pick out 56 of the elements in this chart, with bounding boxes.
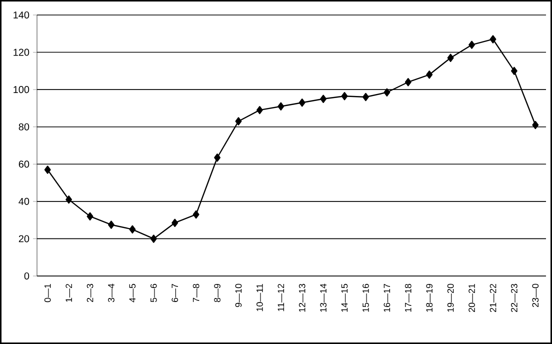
point (256, 106, 263, 114)
point (150, 234, 157, 243)
x-tick-label: 15—16 (362, 284, 369, 312)
y-tick-label: 140 (14, 11, 30, 19)
x-tick-label: 10—11 (256, 284, 263, 312)
point (426, 70, 433, 79)
x-tick-label: 18—19 (426, 284, 433, 312)
point (214, 154, 220, 162)
x-tick-label: 6—7 (172, 284, 178, 302)
point (447, 54, 454, 62)
x-tick-label: 21—22 (490, 284, 496, 312)
x-tick-label: 12—13 (298, 284, 306, 312)
point (192, 210, 200, 219)
y-tick-label: 20 (18, 235, 30, 242)
point (510, 66, 518, 76)
x-tick-label: 5—6 (150, 284, 157, 302)
x-tick-label: 0—1 (44, 284, 51, 302)
x-tick-label: 11—12 (278, 284, 284, 312)
point (490, 35, 496, 44)
x-tick-label: 3—4 (108, 284, 114, 302)
point (320, 94, 327, 103)
x-tick-label: 22—23 (511, 284, 518, 312)
y-tick-label: 80 (18, 123, 30, 130)
point (86, 212, 94, 220)
x-tick-label: 14—15 (341, 284, 348, 312)
point (298, 98, 306, 107)
x-tick-label: 17—18 (404, 284, 412, 312)
x-tick-label: 4—5 (129, 284, 136, 302)
point (108, 220, 114, 229)
point (235, 117, 242, 126)
x-tick-label: 1—2 (66, 284, 72, 302)
y-tick-label: 120 (14, 48, 30, 56)
point (532, 120, 539, 130)
y-tick-label: 60 (18, 160, 30, 168)
x-tick-label: 16—17 (384, 284, 390, 312)
y-tick-label: 100 (14, 86, 30, 94)
x-tick-label: 19—20 (447, 284, 454, 312)
x-tick-label: 20—21 (468, 284, 475, 312)
point (384, 88, 390, 96)
point (129, 225, 136, 234)
x-tick-label: 9—10 (235, 284, 242, 308)
point (341, 92, 348, 100)
y-tick-label: 40 (18, 198, 30, 205)
y-tick-label: 0 (24, 272, 30, 280)
point (172, 218, 178, 227)
x-tick-label: 8—9 (214, 284, 220, 302)
x-tick-label: 2—3 (86, 284, 94, 302)
x-tick-label: 7—8 (192, 284, 200, 302)
point (44, 166, 51, 174)
point (362, 92, 369, 102)
x-tick-label: 23—0 (532, 284, 539, 307)
point (404, 78, 412, 86)
x-tick-label: 13—14 (320, 284, 326, 312)
point (278, 102, 284, 110)
point (468, 40, 475, 49)
point (66, 195, 72, 204)
